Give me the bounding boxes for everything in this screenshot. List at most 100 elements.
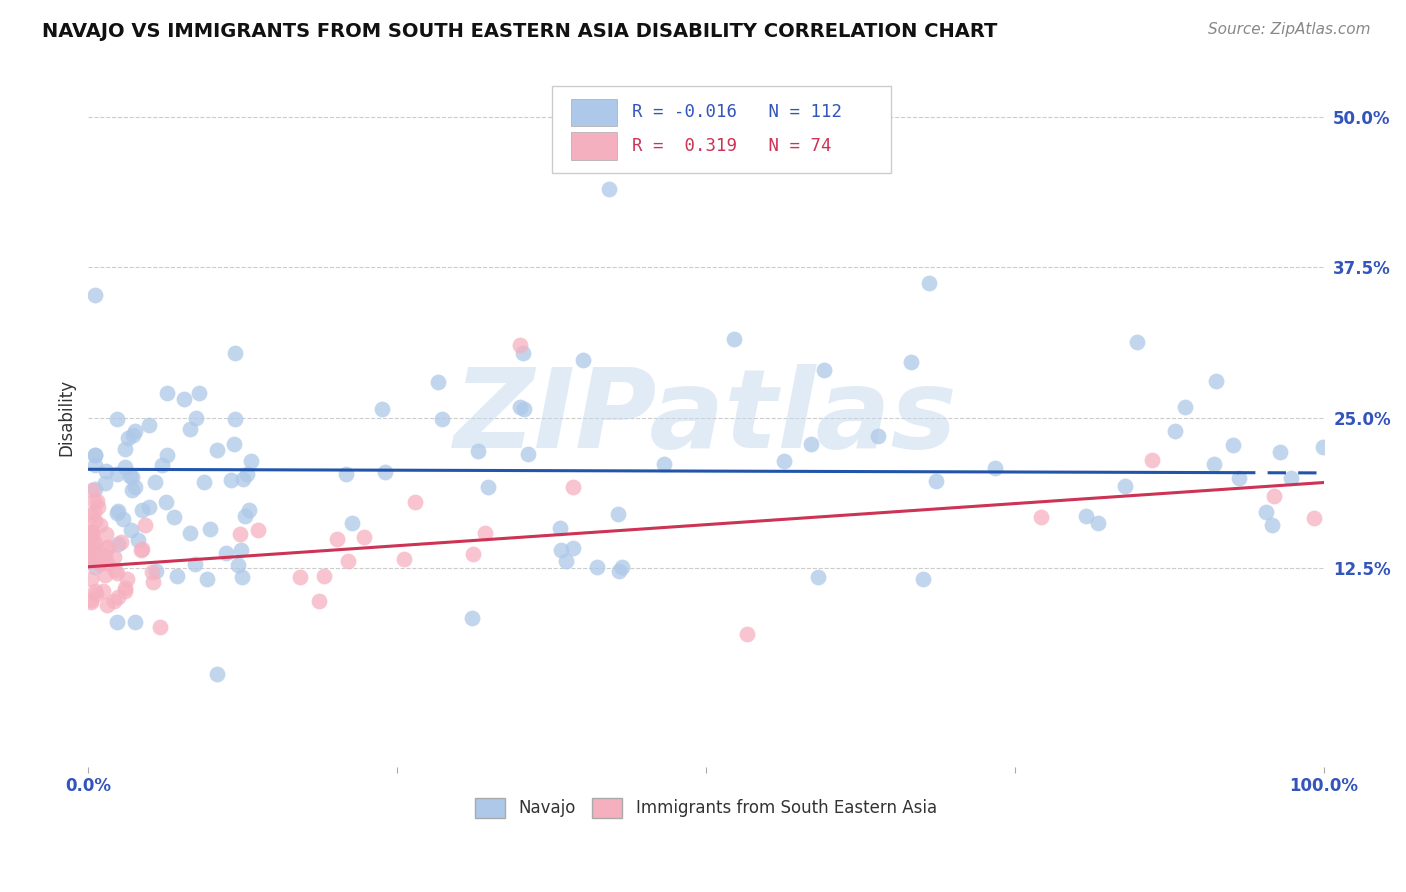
Text: ZIPatlas: ZIPatlas — [454, 364, 957, 471]
Point — [912, 573, 935, 587]
Point — [103, 549, 125, 564]
Point — [87, 551, 110, 566]
Point — [80, 524, 103, 539]
Point — [84, 583, 107, 598]
Point — [554, 553, 576, 567]
Point — [326, 532, 349, 546]
Point — [179, 525, 201, 540]
Point — [86, 494, 108, 508]
Point — [80, 545, 103, 559]
Point — [561, 541, 583, 555]
Point — [80, 529, 103, 543]
Point — [226, 558, 249, 573]
Point — [474, 525, 496, 540]
Point — [219, 473, 242, 487]
Point — [96, 598, 118, 612]
Point — [134, 518, 156, 533]
Text: R =  0.319   N = 74: R = 0.319 N = 74 — [631, 137, 831, 155]
Point — [868, 429, 890, 443]
Point — [308, 594, 330, 608]
Point — [247, 523, 270, 537]
Point — [723, 332, 745, 346]
Point — [166, 569, 188, 583]
Point — [84, 559, 107, 574]
Point — [124, 480, 146, 494]
Point — [83, 482, 105, 496]
Point — [238, 503, 260, 517]
Point — [513, 402, 536, 417]
Point — [155, 495, 177, 509]
Point — [179, 422, 201, 436]
Point — [1205, 374, 1227, 388]
Point — [233, 508, 256, 523]
Point — [773, 454, 796, 468]
Point — [807, 570, 830, 584]
Point — [426, 376, 449, 390]
Point — [340, 516, 363, 530]
Point — [353, 530, 375, 544]
Point — [112, 512, 135, 526]
Point — [374, 465, 396, 479]
Point — [105, 506, 128, 520]
Point — [149, 620, 172, 634]
Point — [607, 507, 630, 521]
Y-axis label: Disability: Disability — [58, 379, 75, 456]
Point — [288, 570, 311, 584]
Point — [117, 431, 139, 445]
Point — [198, 522, 221, 536]
Point — [80, 524, 103, 539]
Point — [215, 546, 238, 560]
FancyBboxPatch shape — [551, 86, 891, 173]
Point — [83, 494, 105, 508]
Point — [900, 355, 922, 369]
Point — [550, 543, 572, 558]
Point — [138, 500, 160, 515]
Point — [477, 480, 499, 494]
Point — [107, 503, 129, 517]
Point — [572, 353, 595, 368]
Point — [1202, 457, 1225, 471]
Legend: Navajo, Immigrants from South Eastern Asia: Navajo, Immigrants from South Eastern As… — [468, 791, 943, 824]
Point — [114, 583, 136, 598]
Point — [89, 518, 111, 533]
Point — [224, 437, 246, 451]
Point — [1303, 511, 1326, 525]
FancyBboxPatch shape — [571, 98, 617, 127]
Point — [124, 424, 146, 438]
Point — [83, 458, 105, 472]
Point — [93, 549, 115, 563]
Point — [131, 503, 153, 517]
Point — [89, 555, 111, 569]
Point — [155, 385, 177, 400]
Point — [461, 548, 484, 562]
Point — [1263, 489, 1285, 503]
Point — [121, 428, 143, 442]
Point — [163, 509, 186, 524]
Point — [1114, 479, 1136, 493]
Point — [1254, 505, 1277, 519]
Point — [1173, 400, 1195, 414]
Point — [94, 568, 117, 582]
Point — [195, 572, 218, 586]
Point — [94, 527, 117, 541]
Point — [156, 448, 179, 462]
Point — [394, 551, 416, 566]
Point — [145, 564, 167, 578]
Point — [120, 468, 142, 483]
Point — [205, 442, 228, 457]
Point — [1260, 518, 1282, 533]
Point — [1076, 509, 1098, 524]
Point — [432, 411, 454, 425]
Point — [80, 549, 103, 564]
Point — [371, 402, 394, 417]
Point — [93, 476, 115, 491]
Point — [131, 542, 153, 557]
Point — [509, 400, 531, 414]
Point — [121, 483, 143, 498]
Point — [107, 537, 129, 551]
Point — [1270, 444, 1292, 458]
Point — [129, 543, 152, 558]
Point — [120, 523, 142, 537]
Point — [813, 363, 835, 377]
Point — [224, 345, 246, 359]
